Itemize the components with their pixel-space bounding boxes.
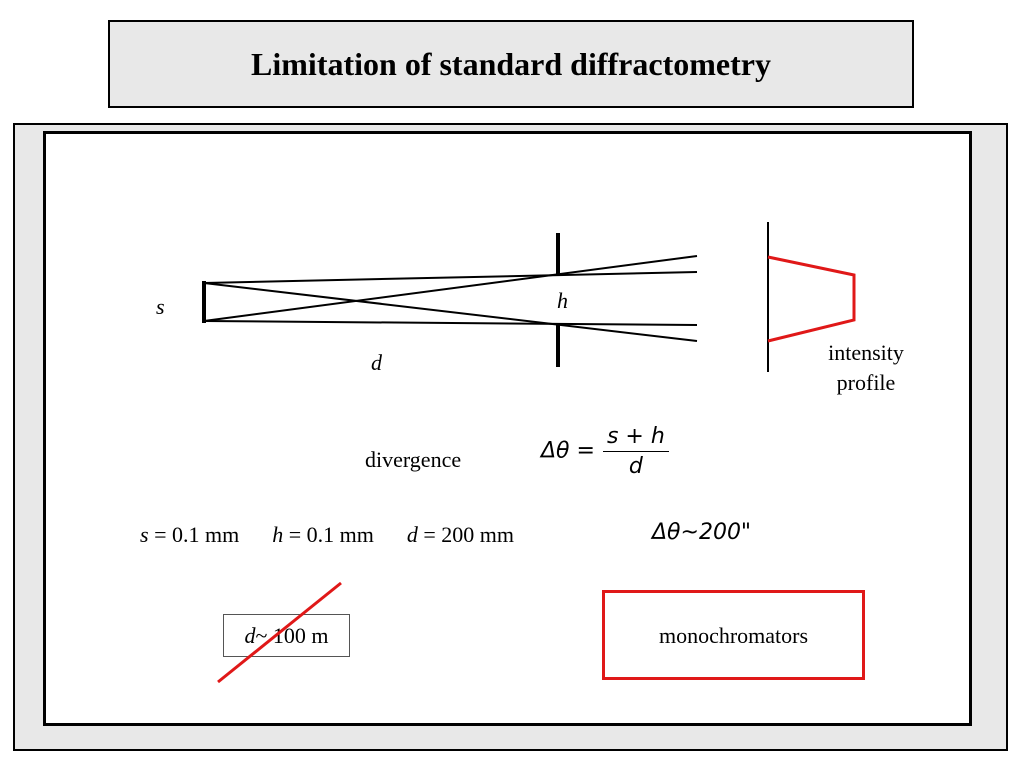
- monochromators-box: monochromators: [602, 590, 865, 680]
- param-h-var: h: [272, 522, 284, 547]
- divergence-label: divergence: [365, 447, 462, 472]
- title-box: Limitation of standard diffractometry: [108, 20, 914, 108]
- crossed-out-var: d: [244, 622, 256, 648]
- param-s-var: s: [140, 522, 149, 547]
- beam-ray-cross-down: [203, 282, 698, 342]
- crossed-out-distance-box: d ~ 100 m: [223, 614, 350, 657]
- intensity-profile-label: intensity profile: [818, 338, 914, 398]
- intensity-label-line2: profile: [836, 370, 896, 395]
- formula-lhs: Δθ =: [541, 438, 595, 464]
- crossed-out-value: ~ 100 m: [255, 622, 329, 648]
- label-h: h: [557, 288, 568, 313]
- intensity-profile-curve: [767, 255, 856, 343]
- label-s: s: [156, 294, 165, 319]
- formula-numerator: s + h: [602, 424, 669, 452]
- param-s-value: = 0.1 mm: [148, 522, 240, 547]
- formula-denominator: d: [628, 454, 643, 479]
- param-d-value: = 200 mm: [417, 522, 514, 547]
- monochromators-label: monochromators: [658, 623, 809, 648]
- param-d-var: d: [406, 522, 418, 547]
- beam-ray-upper: [203, 271, 698, 284]
- divergence-result: Δθ~200": [652, 520, 752, 545]
- beam-ray-lower: [203, 320, 698, 326]
- label-d: d: [371, 350, 382, 375]
- intensity-label-line1: intensity: [828, 340, 904, 365]
- parameter-line: s = 0.1 mm h = 0.1 mm d = 200 mm: [140, 522, 514, 548]
- content-panel: [43, 131, 972, 726]
- param-h-value: = 0.1 mm: [283, 522, 374, 547]
- slide-title: Limitation of standard diffractometry: [251, 45, 771, 82]
- beam-ray-cross-up: [203, 255, 698, 322]
